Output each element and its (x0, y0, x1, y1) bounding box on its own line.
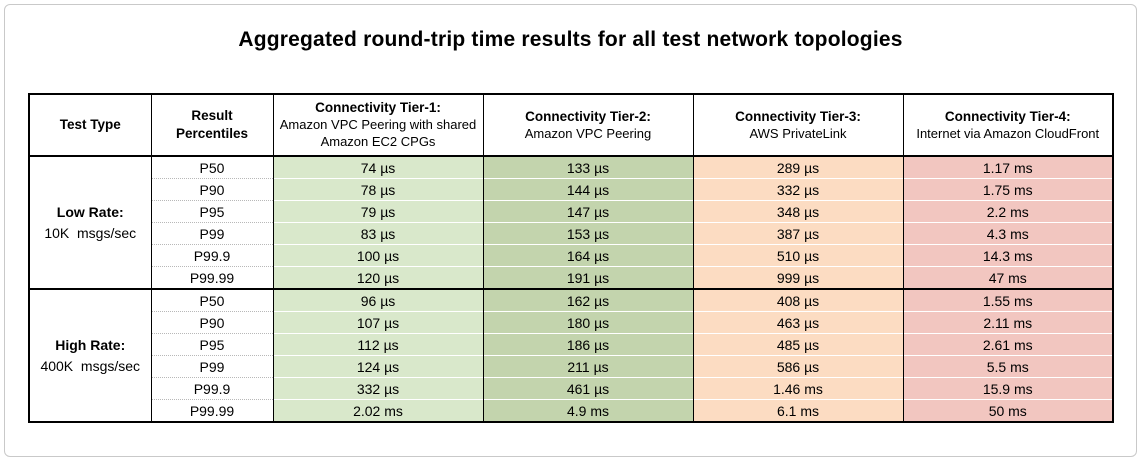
table-row: P90 78 µs 144 µs 332 µs 1.75 ms (29, 178, 1114, 201)
tier1-value-cell: 83 µs (272, 222, 484, 245)
table-row: P99.9 332 µs 461 µs 1.46 ms 15.9 ms (29, 377, 1114, 400)
tier2-value-cell: 133 µs (482, 155, 694, 179)
tier2-value-cell: 164 µs (482, 244, 694, 267)
table-row: P99 124 µs 211 µs 586 µs 5.5 ms (29, 355, 1114, 378)
header-tier-3: Connectivity Tier-3: AWS PrivateLink (692, 93, 904, 157)
table-row: P95 79 µs 147 µs 348 µs 2.2 ms (29, 200, 1114, 223)
header-percentiles: Result Percentiles (150, 93, 274, 157)
percentile-cell: P99.99 (150, 399, 274, 422)
percentile-cell: P50 (150, 155, 274, 179)
tier1-value-cell: 107 µs (272, 311, 484, 334)
tier3-value-cell: 463 µs (692, 311, 904, 334)
tier2-value-cell: 162 µs (482, 288, 694, 312)
tier4-value-cell: 1.75 ms (902, 178, 1114, 201)
tier1-value-cell: 124 µs (272, 355, 484, 378)
tier-3-title: Connectivity Tier-3: (735, 108, 861, 124)
tier2-value-cell: 180 µs (482, 311, 694, 334)
table-row: P99.9 100 µs 164 µs 510 µs 14.3 ms (29, 244, 1114, 267)
header-tier-4: Connectivity Tier-4: Internet via Amazon… (902, 93, 1114, 157)
percentile-cell: P50 (150, 288, 274, 312)
tier3-value-cell: 387 µs (692, 222, 904, 245)
table-row: P99.99 120 µs 191 µs 999 µs 47 ms (29, 266, 1114, 289)
tier4-value-cell: 47 ms (902, 266, 1114, 289)
tier2-value-cell: 144 µs (482, 178, 694, 201)
percentile-cell: P95 (150, 333, 274, 356)
tier1-value-cell: 79 µs (272, 200, 484, 223)
header-tier-1: Connectivity Tier-1: Amazon VPC Peering … (272, 93, 484, 157)
table-row: P95 112 µs 186 µs 485 µs 2.61 ms (29, 333, 1114, 356)
tier2-value-cell: 4.9 ms (482, 399, 694, 422)
header-tier-2: Connectivity Tier-2: Amazon VPC Peering (482, 93, 694, 157)
group-label-low-rate: Low Rate: 10K msgs/sec (28, 155, 152, 289)
tier1-value-cell: 78 µs (272, 178, 484, 201)
tier3-value-cell: 999 µs (692, 266, 904, 289)
percentile-cell: P90 (150, 178, 274, 201)
tier2-value-cell: 186 µs (482, 333, 694, 356)
tier-1-subtitle: Amazon VPC Peering with shared Amazon EC… (279, 117, 477, 149)
tier3-value-cell: 6.1 ms (692, 399, 904, 422)
table-row: Low Rate: 10K msgs/sec P50 74 µs 133 µs … (28, 155, 1114, 289)
tier2-value-cell: 191 µs (482, 266, 694, 289)
tier3-value-cell: 332 µs (692, 178, 904, 201)
tier1-value-cell: 2.02 ms (272, 399, 484, 422)
results-table: Test Type Result Percentiles Connectivit… (28, 93, 1114, 423)
tier3-value-cell: 289 µs (692, 155, 904, 179)
tier1-value-cell: 120 µs (272, 266, 484, 289)
percentile-cell: P90 (150, 311, 274, 334)
tier1-value-cell: 332 µs (272, 377, 484, 400)
tier2-value-cell: 461 µs (482, 377, 694, 400)
tier4-value-cell: 1.17 ms (902, 155, 1114, 179)
tier-3-subtitle: AWS PrivateLink (749, 125, 847, 141)
tier1-value-cell: 100 µs (272, 244, 484, 267)
table-row: P90 107 µs 180 µs 463 µs 2.11 ms (29, 311, 1114, 334)
tier-4-subtitle: Internet via Amazon CloudFront (916, 125, 1100, 141)
tier4-value-cell: 14.3 ms (902, 244, 1114, 267)
tier1-value-cell: 96 µs (272, 288, 484, 312)
tier3-value-cell: 510 µs (692, 244, 904, 267)
tier3-value-cell: 1.46 ms (692, 377, 904, 400)
tier4-value-cell: 5.5 ms (902, 355, 1114, 378)
page-title: Aggregated round-trip time results for a… (238, 28, 903, 51)
tier4-value-cell: 50 ms (902, 399, 1114, 422)
tier2-value-cell: 211 µs (482, 355, 694, 378)
header-test-type: Test Type (28, 93, 152, 157)
tier-2-subtitle: Amazon VPC Peering (524, 125, 652, 141)
percentile-cell: P99 (150, 355, 274, 378)
percentile-cell: P99.9 (150, 377, 274, 400)
tier4-value-cell: 1.55 ms (902, 288, 1114, 312)
tier4-value-cell: 2.61 ms (902, 333, 1114, 356)
percentile-cell: P95 (150, 200, 274, 223)
tier4-value-cell: 2.11 ms (902, 311, 1114, 334)
tier-2-title: Connectivity Tier-2: (525, 108, 651, 124)
percentile-cell: P99.9 (150, 244, 274, 267)
tier2-value-cell: 147 µs (482, 200, 694, 223)
tier1-value-cell: 74 µs (272, 155, 484, 179)
tier1-value-cell: 112 µs (272, 333, 484, 356)
tier3-value-cell: 485 µs (692, 333, 904, 356)
tier4-value-cell: 15.9 ms (902, 377, 1114, 400)
header-row: Test Type Result Percentiles Connectivit… (28, 93, 1114, 157)
tier4-value-cell: 2.2 ms (902, 200, 1114, 223)
tier3-value-cell: 348 µs (692, 200, 904, 223)
group-label-high-rate: High Rate: 400K msgs/sec (28, 288, 152, 422)
tier4-value-cell: 4.3 ms (902, 222, 1114, 245)
tier-4-title: Connectivity Tier-4: (944, 108, 1071, 124)
tier3-value-cell: 408 µs (692, 288, 904, 312)
percentile-cell: P99.99 (150, 266, 274, 289)
tier-1-title: Connectivity Tier-1: (315, 100, 441, 116)
tier3-value-cell: 586 µs (692, 355, 904, 378)
percentile-cell: P99 (150, 222, 274, 245)
table-row: High Rate: 400K msgs/sec P50 96 µs 162 µ… (28, 288, 1114, 422)
table-row: P99 83 µs 153 µs 387 µs 4.3 ms (29, 222, 1114, 245)
tier2-value-cell: 153 µs (482, 222, 694, 245)
table-row: P99.99 2.02 ms 4.9 ms 6.1 ms 50 ms (29, 399, 1114, 422)
